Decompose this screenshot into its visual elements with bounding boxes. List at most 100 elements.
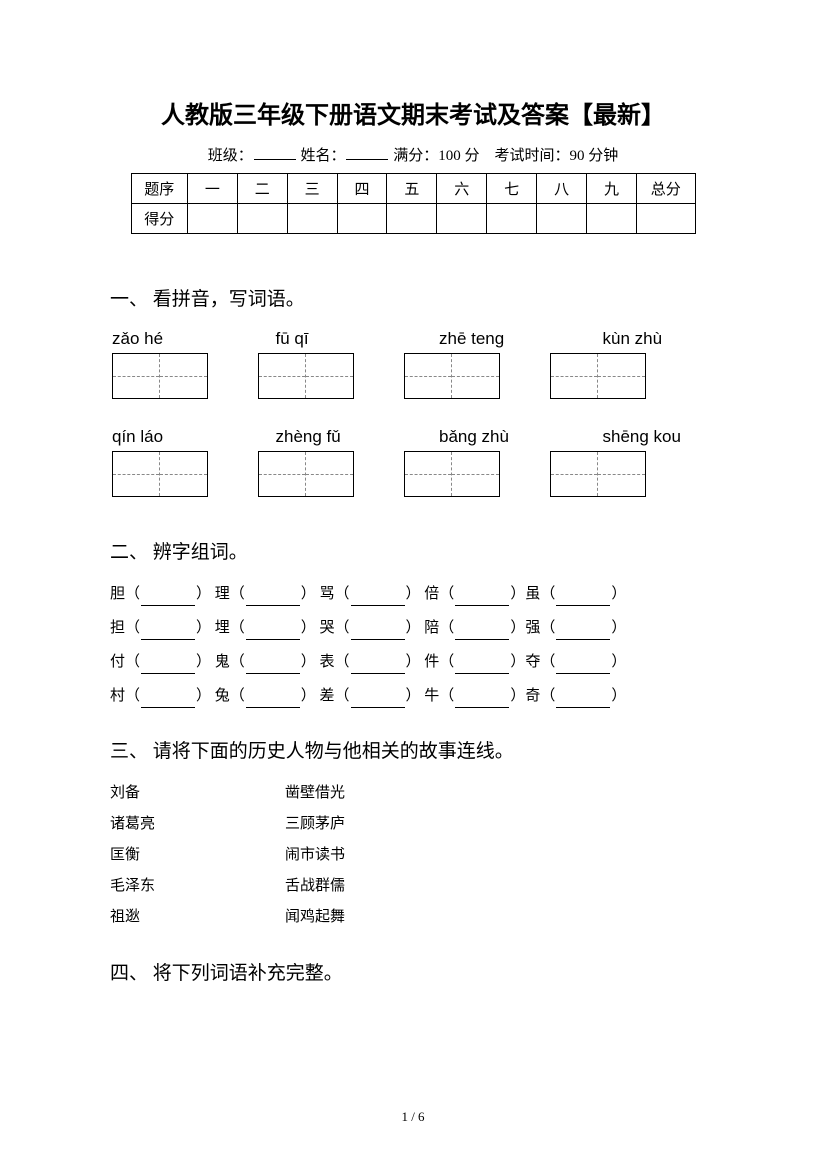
char-box[interactable]	[404, 353, 500, 399]
fill-blank[interactable]	[455, 582, 509, 606]
q3-person: 毛泽东	[110, 874, 285, 895]
fill-blank[interactable]	[351, 650, 405, 674]
fill-blank[interactable]	[455, 684, 509, 708]
q2-item: 付（	[110, 650, 140, 674]
fill-blank[interactable]	[246, 650, 300, 674]
fill-blank[interactable]	[141, 616, 195, 640]
class-blank[interactable]	[254, 159, 296, 160]
pinyin-8: shēng kou	[603, 427, 717, 447]
q3-story: 闻鸡起舞	[285, 905, 345, 926]
name-blank[interactable]	[346, 159, 388, 160]
pinyin-6: zhèng fǔ	[276, 427, 390, 447]
score-total-cell[interactable]	[636, 204, 695, 234]
q2-item: ）	[611, 684, 626, 708]
char-box[interactable]	[112, 451, 208, 497]
fill-blank[interactable]	[246, 582, 300, 606]
q2-item: 村（	[110, 684, 140, 708]
fill-blank[interactable]	[556, 616, 610, 640]
score-cell[interactable]	[587, 204, 637, 234]
char-box[interactable]	[404, 451, 500, 497]
fill-blank[interactable]	[246, 684, 300, 708]
col-3: 三	[287, 174, 337, 204]
page-footer: 1 / 6	[0, 1109, 826, 1125]
q2-row: 胆（） 理（） 骂（） 倍（）虽（）	[110, 582, 716, 606]
score-cell[interactable]	[437, 204, 487, 234]
q2-item: ） 哭（	[301, 616, 350, 640]
fill-blank[interactable]	[141, 650, 195, 674]
q2-item: ） 件（	[406, 650, 455, 674]
q2-item: ）强（	[510, 616, 555, 640]
time-label: 考试时间：	[495, 148, 570, 164]
q3-row: 诸葛亮三顾茅庐	[110, 812, 716, 833]
q2-item: ） 倍（	[406, 582, 455, 606]
fill-blank[interactable]	[556, 650, 610, 674]
score-cell[interactable]	[187, 204, 237, 234]
score-cell[interactable]	[337, 204, 387, 234]
q3-story: 三顾茅庐	[285, 812, 345, 833]
q2-item: ） 表（	[301, 650, 350, 674]
pinyin-5: qín láo	[112, 427, 226, 447]
fill-blank[interactable]	[141, 684, 195, 708]
score-cell[interactable]	[487, 204, 537, 234]
score-cell[interactable]	[537, 204, 587, 234]
section-4-heading: 四、 将下列词语补充完整。	[110, 958, 716, 985]
char-box[interactable]	[550, 353, 646, 399]
q2-item: ） 鬼（	[196, 650, 245, 674]
score-cell[interactable]	[387, 204, 437, 234]
box-row-2	[110, 451, 716, 497]
pinyin-4: kùn zhù	[603, 329, 717, 349]
q2-item: ）	[611, 582, 626, 606]
q3-row: 刘备凿壁借光	[110, 781, 716, 802]
fill-blank[interactable]	[351, 684, 405, 708]
section-3-heading: 三、 请将下面的历史人物与他相关的故事连线。	[110, 736, 716, 763]
table-row: 得分	[131, 204, 695, 234]
fill-blank[interactable]	[556, 684, 610, 708]
col-4: 四	[337, 174, 387, 204]
class-label: 班级：	[208, 148, 253, 164]
q2-item: ）夺（	[510, 650, 555, 674]
q3-story: 凿壁借光	[285, 781, 345, 802]
section-1-heading: 一、 看拼音，写词语。	[110, 284, 716, 311]
col-2: 二	[237, 174, 287, 204]
fill-blank[interactable]	[246, 616, 300, 640]
col-6: 六	[437, 174, 487, 204]
char-box[interactable]	[258, 451, 354, 497]
pinyin-1: zǎo hé	[112, 329, 226, 349]
name-label: 姓名：	[300, 148, 345, 164]
q3-row: 匡衡闹市读书	[110, 843, 716, 864]
score-table: 题序 一 二 三 四 五 六 七 八 九 总分 得分	[131, 173, 696, 234]
q3-story: 闹市读书	[285, 843, 345, 864]
page-title: 人教版三年级下册语文期末考试及答案【最新】	[110, 95, 716, 130]
fill-blank[interactable]	[556, 582, 610, 606]
q2-item: ） 埋（	[196, 616, 245, 640]
table-row: 题序 一 二 三 四 五 六 七 八 九 总分	[131, 174, 695, 204]
col-total: 总分	[636, 174, 695, 204]
q2-row: 付（） 鬼（） 表（） 件（）夺（）	[110, 650, 716, 674]
col-5: 五	[387, 174, 437, 204]
char-box[interactable]	[550, 451, 646, 497]
score-cell[interactable]	[237, 204, 287, 234]
fill-blank[interactable]	[455, 650, 509, 674]
section-2-heading: 二、 辨字组词。	[110, 537, 716, 564]
subtitle-row: 班级： 姓名： 满分：100 分 考试时间：90 分钟	[110, 144, 716, 165]
q3-row: 祖逖闻鸡起舞	[110, 905, 716, 926]
col-1: 一	[187, 174, 237, 204]
q3-person: 匡衡	[110, 843, 285, 864]
q2-item: ） 骂（	[301, 582, 350, 606]
pinyin-row-1: zǎo hé fū qī zhē teng kùn zhù	[110, 329, 716, 349]
fill-blank[interactable]	[351, 582, 405, 606]
fill-blank[interactable]	[455, 616, 509, 640]
score-cell[interactable]	[287, 204, 337, 234]
fill-blank[interactable]	[351, 616, 405, 640]
fill-blank[interactable]	[141, 582, 195, 606]
q2-row: 村（） 兔（） 差（） 牛（）奇（）	[110, 684, 716, 708]
q3-person: 诸葛亮	[110, 812, 285, 833]
fullscore-value: 100 分	[438, 148, 479, 164]
q2-row: 担（） 埋（） 哭（） 陪（）强（）	[110, 616, 716, 640]
q3-row: 毛泽东舌战群儒	[110, 874, 716, 895]
char-box[interactable]	[258, 353, 354, 399]
pinyin-2: fū qī	[276, 329, 390, 349]
char-box[interactable]	[112, 353, 208, 399]
pinyin-row-2: qín láo zhèng fǔ bǎng zhù shēng kou	[110, 427, 716, 447]
q3-person: 祖逖	[110, 905, 285, 926]
